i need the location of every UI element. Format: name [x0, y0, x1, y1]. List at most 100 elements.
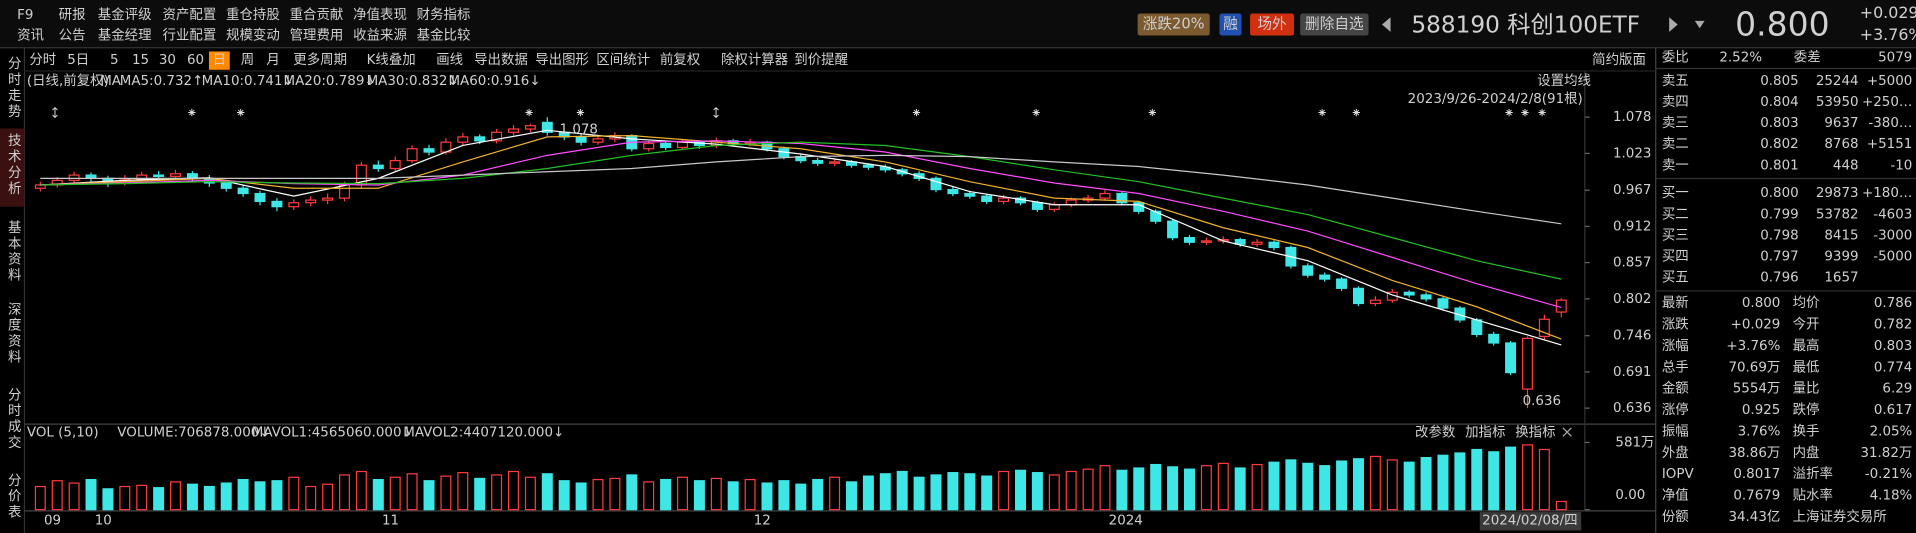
menu-item[interactable]: 基金评级	[98, 6, 152, 23]
close-icon[interactable]	[1562, 427, 1572, 437]
tab[interactable]: 分时走势	[5, 56, 22, 120]
volume-bar	[85, 478, 97, 511]
menu-item[interactable]: 收益来源	[353, 28, 407, 44]
toolbar-item[interactable]: 5日	[67, 53, 89, 68]
vol-tool[interactable]: 换指标	[1515, 425, 1555, 441]
order-book-cell: -3000	[1873, 228, 1912, 243]
menu-item[interactable]: 资讯	[17, 28, 44, 44]
order-book-cell: 0.805	[1760, 74, 1798, 89]
dropdown-icon[interactable]	[1694, 20, 1705, 29]
toolbar-item[interactable]: K线叠加	[367, 52, 416, 68]
event-marker[interactable]	[912, 108, 921, 117]
candle-body	[677, 141, 689, 149]
event-marker[interactable]	[1148, 108, 1156, 117]
candle-body	[136, 174, 148, 180]
toolbar-item[interactable]: 简约版面	[1592, 51, 1646, 68]
tab-active-bg[interactable]	[0, 128, 25, 207]
toolbar-item[interactable]: 周	[241, 53, 254, 68]
y-tick-label: 0.857	[1613, 256, 1651, 271]
tab[interactable]: 分时成交	[5, 387, 22, 451]
toolbar-item[interactable]: 5	[110, 53, 119, 68]
tab[interactable]: 技术分析	[5, 133, 22, 197]
active-period-bg[interactable]	[208, 51, 230, 70]
toolbar-item[interactable]: 前复权	[660, 51, 700, 68]
menu-item[interactable]: 研报	[59, 7, 86, 23]
menu-item[interactable]: 基金比较	[417, 27, 471, 44]
stat-value: 0.774	[1874, 360, 1912, 375]
stat-label: 量比	[1793, 381, 1820, 397]
event-marker[interactable]	[525, 108, 533, 117]
volume-bar	[643, 481, 655, 511]
volume-bar	[829, 476, 841, 511]
event-marker[interactable]	[1032, 108, 1040, 117]
low-annotation: 0.636	[1523, 394, 1561, 409]
vol-tool[interactable]: 加指标	[1465, 425, 1505, 441]
event-marker[interactable]	[1318, 108, 1326, 117]
menu-item[interactable]: 基金经理	[98, 27, 152, 44]
volume-bar	[372, 478, 384, 511]
stat-label: 份额	[1662, 509, 1689, 525]
tab[interactable]: 分价表	[5, 473, 22, 521]
menu-item[interactable]: 重合贡献	[290, 7, 344, 23]
event-marker[interactable]	[1538, 108, 1546, 117]
order-book-cell: 买五	[1662, 270, 1689, 286]
event-marker[interactable]	[1521, 108, 1529, 117]
button-bg[interactable]	[1137, 13, 1210, 36]
next-icon[interactable]	[1669, 17, 1678, 32]
stat-label: 金额	[1662, 381, 1689, 397]
toolbar-item[interactable]: 分时	[29, 52, 56, 68]
button-bg[interactable]	[1250, 13, 1295, 36]
button[interactable]: 场外	[1257, 16, 1287, 33]
toolbar-item[interactable]: 60	[187, 53, 204, 68]
event-marker[interactable]	[713, 106, 719, 119]
event-marker[interactable]	[188, 108, 196, 117]
event-marker[interactable]	[1352, 108, 1361, 117]
event-marker[interactable]	[52, 106, 58, 119]
toolbar-item[interactable]: 月	[266, 53, 279, 68]
tab[interactable]: 深度资料	[5, 302, 22, 366]
volume-bar	[1336, 460, 1348, 511]
toolbar-item[interactable]: 导出数据	[474, 52, 528, 68]
toolbar-item[interactable]: 除权计算器	[721, 51, 789, 68]
candle-body	[1133, 202, 1145, 212]
set-ma[interactable]: 设置均线	[1537, 73, 1591, 89]
event-marker[interactable]	[576, 108, 585, 117]
event-marker[interactable]	[1505, 108, 1513, 117]
button[interactable]: 删除自选	[1305, 16, 1364, 33]
toolbar-item[interactable]: 日	[213, 53, 226, 68]
menu-item[interactable]: 重仓持股	[226, 7, 280, 23]
menu-item[interactable]: 行业配置	[163, 28, 217, 44]
button-bg[interactable]	[1219, 13, 1242, 36]
toolbar-item[interactable]: 30	[159, 53, 176, 68]
event-marker[interactable]	[237, 108, 245, 117]
volume-bar	[153, 487, 165, 511]
toolbar-item[interactable]: 15	[132, 53, 149, 68]
button-bg[interactable]	[1300, 13, 1369, 36]
menu-item[interactable]: F9	[17, 8, 33, 23]
toolbar-item[interactable]: 区间统计	[596, 52, 650, 68]
volume-bar	[203, 485, 215, 511]
vol-tool[interactable]: 改参数	[1415, 424, 1456, 441]
x-tick-label: 09	[44, 514, 61, 529]
order-book-cell: 买四	[1662, 249, 1689, 265]
toolbar-item[interactable]: 更多周期	[293, 51, 347, 68]
menu-item[interactable]: 管理费用	[290, 28, 344, 44]
volume-bar	[322, 483, 334, 511]
menu-item[interactable]: 规模变动	[226, 28, 280, 44]
candle-body	[1167, 220, 1179, 239]
button[interactable]: 融	[1223, 16, 1238, 33]
order-book-cell: 买二	[1662, 206, 1689, 222]
toolbar-item[interactable]: 到价提醒	[794, 52, 848, 68]
prev-icon[interactable]	[1382, 17, 1391, 32]
x-tick-label: 12	[754, 514, 771, 529]
menu-item[interactable]: 财务指标	[417, 7, 471, 23]
menu-item[interactable]: 公告	[59, 28, 86, 44]
tab[interactable]: 基本资料	[5, 219, 22, 284]
menu-item[interactable]: 净值表现	[353, 7, 407, 23]
order-book-cell: 卖三	[1662, 115, 1689, 131]
toolbar-item[interactable]: 画线	[436, 52, 463, 68]
volume-bar	[1352, 458, 1364, 511]
button[interactable]: 涨跌20%	[1143, 16, 1205, 33]
menu-item[interactable]: 资产配置	[163, 7, 217, 23]
toolbar-item[interactable]: 导出图形	[535, 52, 589, 68]
